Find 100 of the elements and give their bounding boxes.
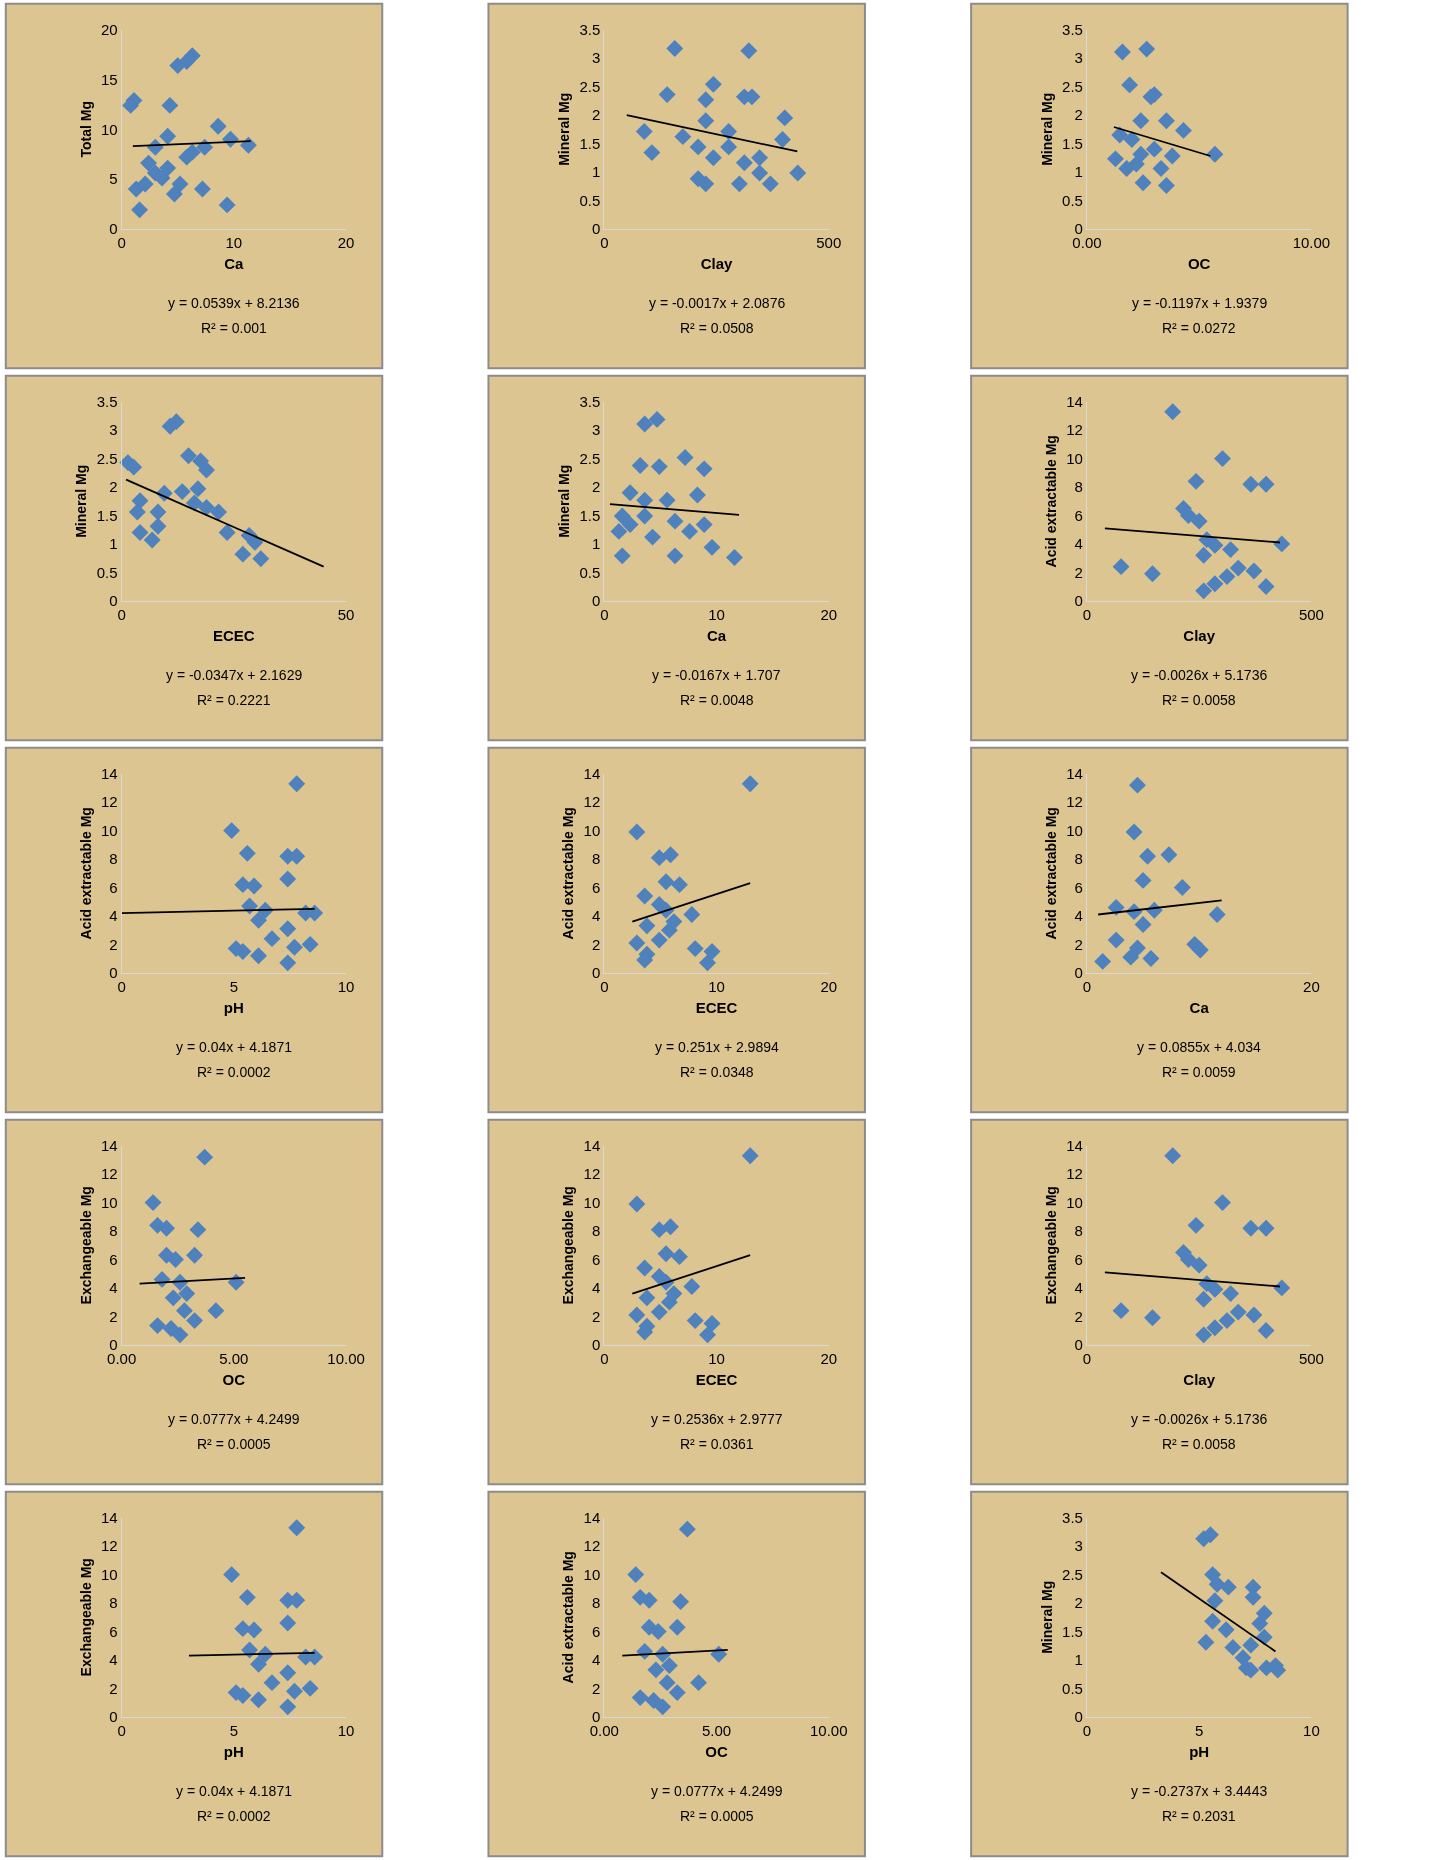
text: y = -0.0026x + 5.1736 [1131,1411,1268,1427]
point [279,954,297,972]
point [671,1248,688,1266]
text: R² = 0.0508 [680,320,754,336]
point [638,1289,656,1307]
text: y = 0.2536x + 2.9777 [651,1411,783,1427]
point [1224,1638,1242,1656]
point [631,457,649,474]
y-tick-label: 4 [1074,907,1083,925]
y-tick-label: 8 [109,1594,118,1612]
text: y = 0.04x + 4.1871 [176,1783,293,1799]
x-tick-label: 500 [1298,605,1324,623]
point [636,507,654,525]
point [238,1588,256,1606]
y-tick-label: 12 [100,793,118,811]
x-tick-label: 5 [1195,1721,1204,1739]
point [1111,126,1129,144]
point [774,131,791,148]
y-axis-title: Mineral Mg [1038,1580,1055,1654]
point [1138,40,1156,58]
point [167,1251,184,1268]
point [1134,871,1152,889]
y-tick-label: 10 [100,1193,118,1211]
point [730,175,748,193]
x-axis-title: pH [1189,1742,1210,1760]
point [1134,916,1152,933]
y-tick-label: 6 [591,1622,601,1640]
point [1187,1216,1205,1234]
text: y = 0.0777x + 4.2499 [651,1783,783,1799]
point [650,1303,668,1321]
point [650,849,668,867]
y-axis-title: Mineral Mg [1038,92,1055,166]
y-tick-label: 12 [1066,421,1083,439]
y-tick-label: 0 [1074,592,1083,610]
point [751,164,769,182]
text: R² = 0.0059 [1162,1064,1236,1080]
point [720,138,738,156]
y-tick-label: 10 [583,1193,601,1211]
point [245,877,263,895]
point [149,517,167,535]
point [1245,562,1263,580]
x-tick-label: 10 [1303,1721,1320,1739]
point [1107,150,1124,168]
y-tick-label: 4 [109,1279,118,1297]
point [189,1221,207,1239]
x-tick-label: 10 [708,605,725,623]
y-tick-label: 14 [583,1509,601,1527]
y-axis-title: Acid extractable Mg [1042,435,1059,568]
point [245,1621,263,1639]
y-tick-label: 8 [591,1222,601,1240]
point [193,180,211,198]
text: R² = 0.0048 [680,692,754,708]
point [674,128,692,146]
point [1273,1279,1291,1297]
y-tick-label: 2 [1074,106,1083,124]
x-tick-label: 5.00 [219,1349,249,1367]
y-tick-label: 3.5 [579,21,601,39]
point [128,503,146,521]
y-tick-label: 0 [591,220,601,238]
point [613,547,631,565]
point [658,1674,676,1692]
y-tick-label: 0 [1074,1336,1083,1354]
point [789,164,807,182]
y-tick-label: 14 [583,1137,601,1155]
point [683,906,701,923]
point [198,461,215,479]
y-tick-label: 0.5 [579,191,601,209]
point [628,1306,646,1324]
point [703,538,721,556]
point [1206,536,1224,554]
point [1152,160,1170,177]
text: y = 0.0539x + 8.2136 [168,295,300,311]
point [657,1245,675,1263]
point [1222,1285,1240,1303]
point [1218,568,1236,586]
y-tick-label: 12 [583,1537,601,1555]
y-tick-label: 2 [1074,1594,1083,1612]
point [1144,565,1161,583]
y-tick-label: 10 [1066,449,1083,467]
x-axis-title: Ca [706,626,727,644]
point [697,112,715,130]
y-axis-title: Mineral Mg [73,464,90,538]
y-tick-label: 0 [1074,964,1083,982]
y-tick-label: 12 [100,1537,118,1555]
point [131,201,149,219]
point [658,86,676,104]
point [1206,575,1224,593]
y-tick-label: 1.5 [579,134,601,152]
point [1121,76,1139,94]
text: R² = 0.0002 [197,1808,271,1824]
y-tick-label: 0 [109,592,118,610]
point [610,522,628,540]
text: R² = 0.2031 [1162,1808,1236,1824]
point [250,1655,267,1673]
y-tick-label: 4 [591,907,601,925]
y-tick-label: 1.5 [1062,134,1083,152]
y-tick-label: 1 [591,535,601,553]
point [131,492,149,510]
x-tick-label: 10 [708,977,725,995]
point [665,913,683,931]
